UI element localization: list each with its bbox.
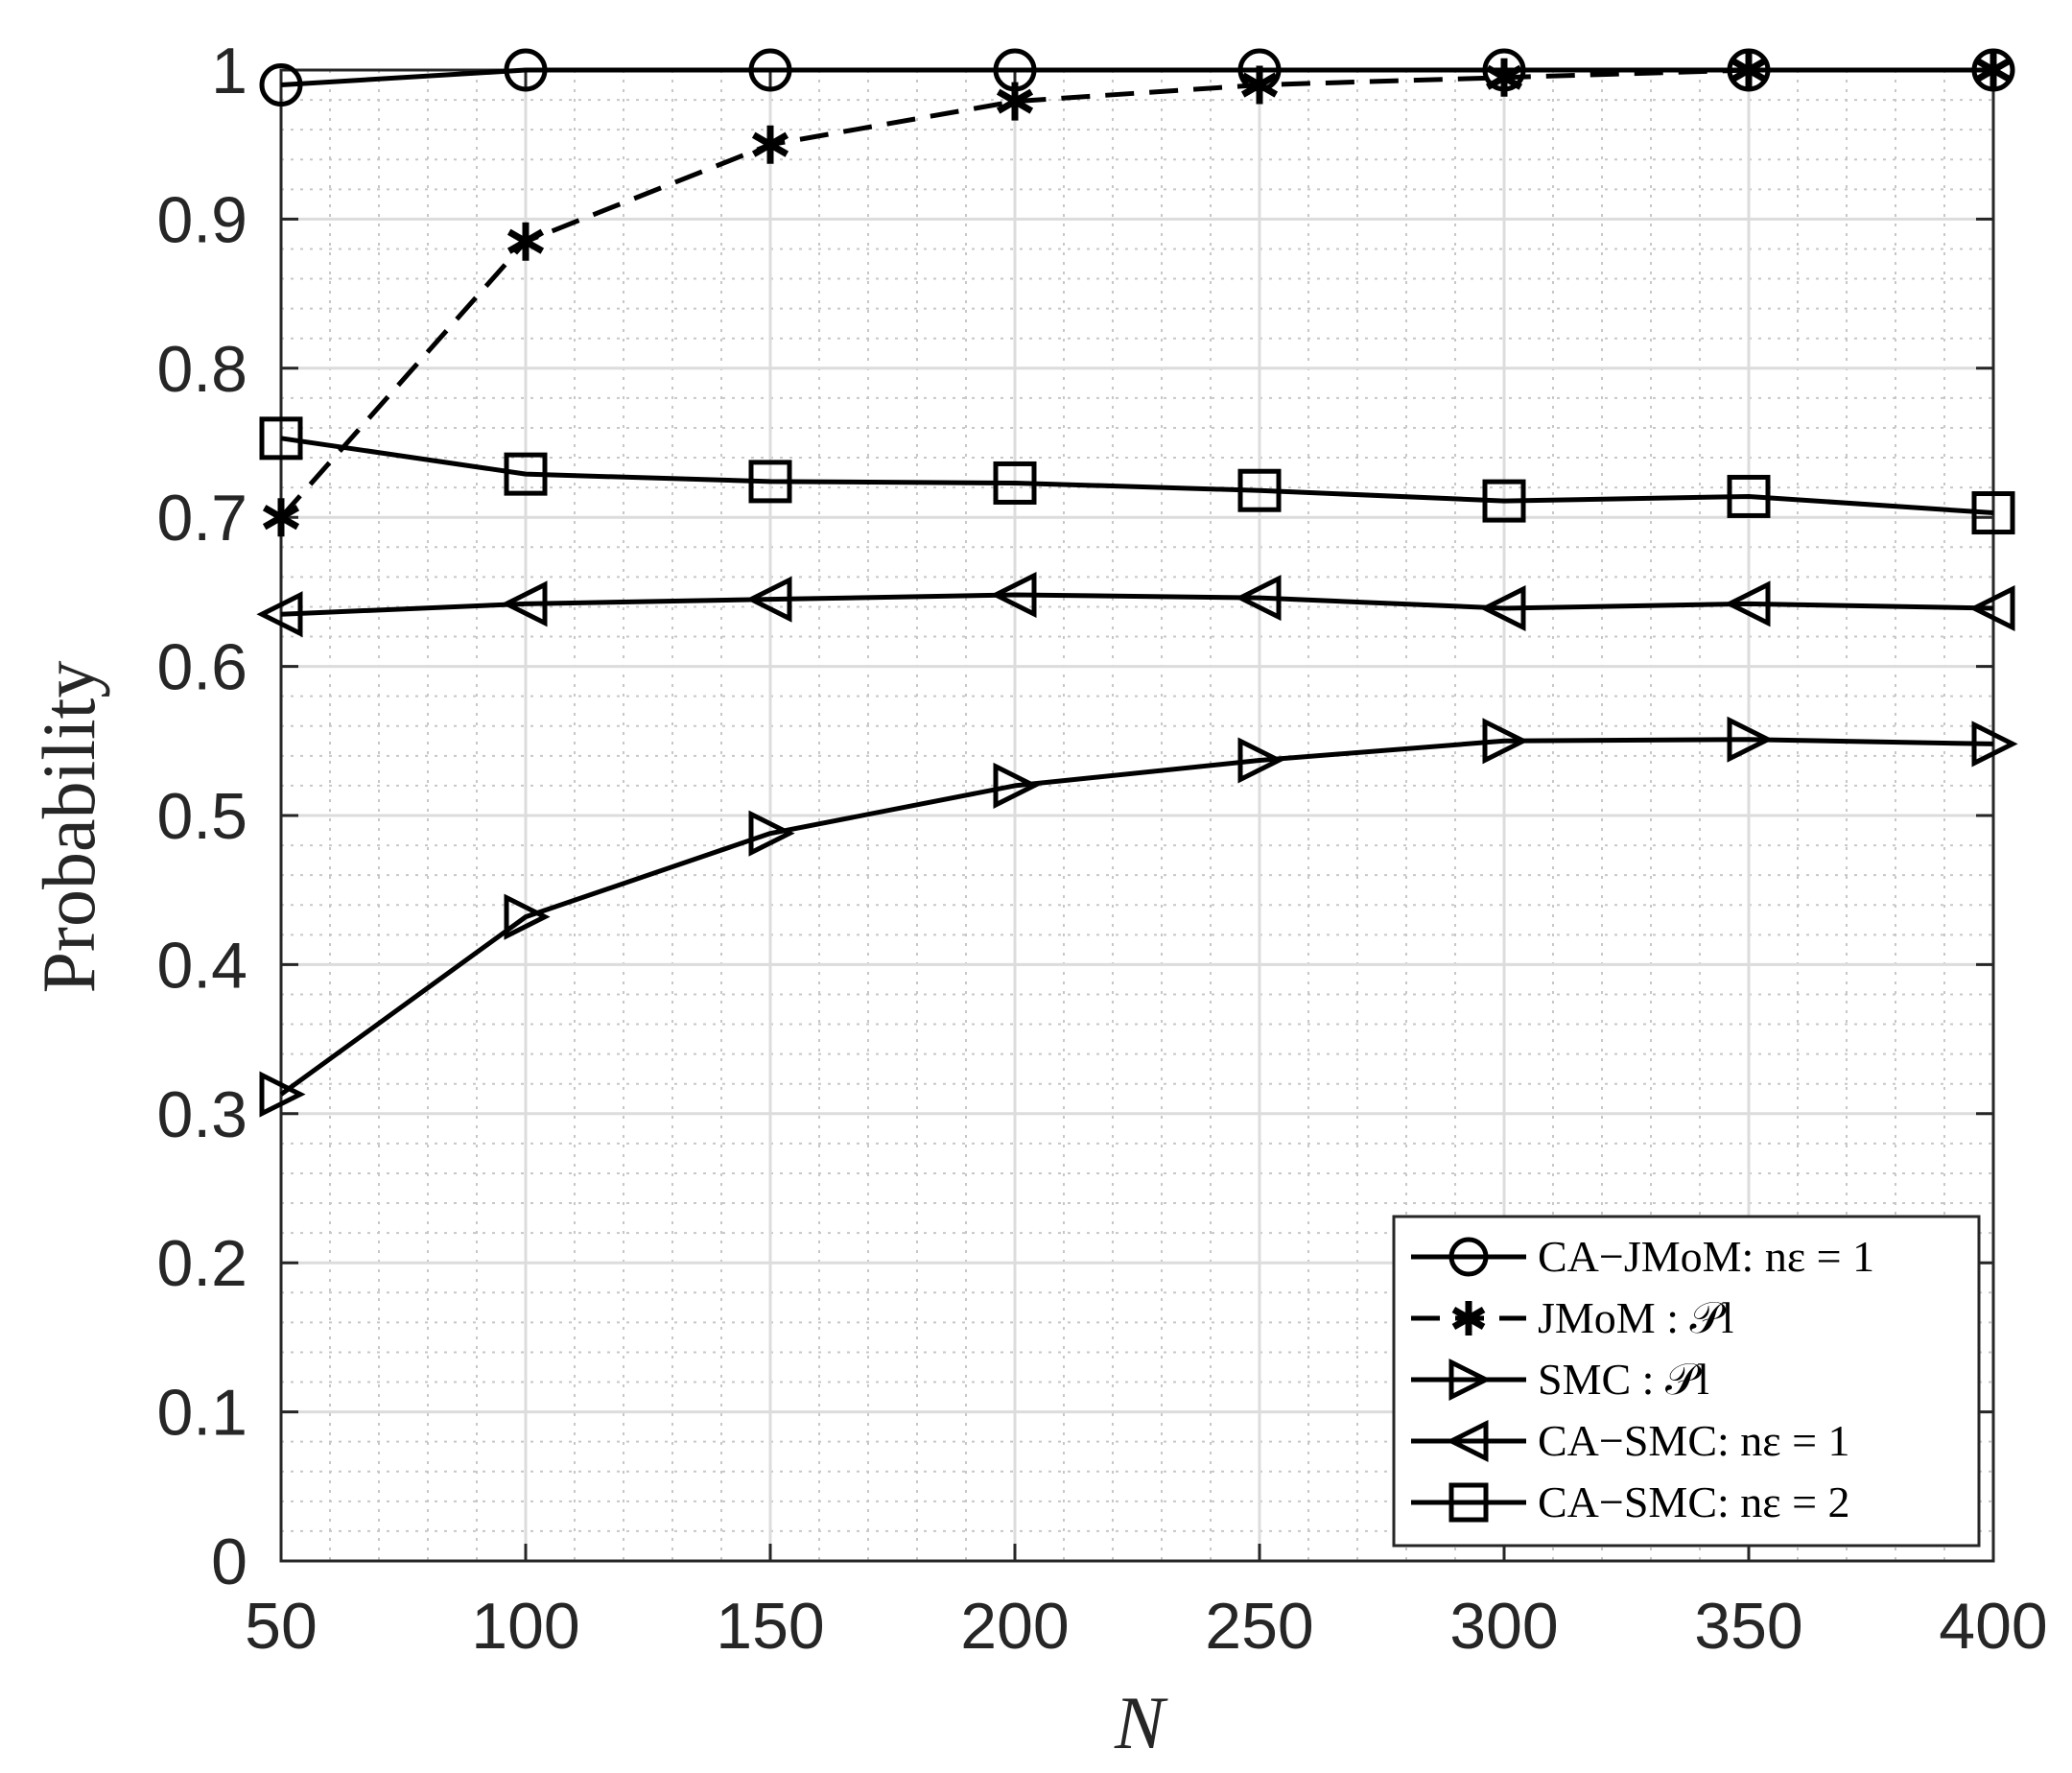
series-group [256, 48, 2018, 1118]
data-point-square [1727, 474, 1771, 518]
data-point-triangle-left [1235, 575, 1282, 622]
asterisk-stroke [1485, 64, 1523, 90]
y-tick-label: 0.9 [156, 183, 247, 256]
data-point-circle [504, 48, 548, 92]
x-tick-label: 300 [1449, 1590, 1558, 1663]
y-tick-label: 1 [211, 35, 247, 107]
y-tick-label: 0.8 [156, 333, 247, 406]
series-triangle-right [259, 716, 2018, 1118]
y-tick-label: 0.2 [156, 1227, 247, 1300]
asterisk-stroke [262, 505, 300, 531]
x-tick-label: 100 [471, 1590, 579, 1663]
series-line [280, 592, 1994, 617]
asterisk-stroke [1974, 57, 2013, 83]
legend-marker-square [1448, 1482, 1489, 1523]
data-point-triangle-right [504, 893, 551, 940]
axes: 50 100 150 200 250 300 350 400 0 0.1 0.2 0.3 0.4 0.5 0… [156, 35, 2047, 1663]
asterisk-stroke [506, 228, 545, 254]
data-point-circle [259, 63, 303, 107]
y-tick-label: 0 [211, 1525, 247, 1598]
data-point-square [1482, 479, 1526, 523]
asterisk-stroke [996, 88, 1034, 114]
data-point-triangle-right [993, 762, 1040, 809]
series-line [279, 67, 1993, 519]
data-point-asterisk [1730, 51, 1768, 89]
y-axis-label: Probability [27, 661, 110, 994]
data-point-square [748, 460, 792, 504]
y-tick-label: 0.1 [156, 1377, 247, 1450]
series-line [280, 436, 1994, 516]
data-point-asterisk [996, 82, 1034, 121]
data-point-triangle-right [748, 810, 795, 857]
data-point-triangle-left [1968, 584, 2015, 632]
data-point-asterisk [1485, 58, 1523, 97]
series-asterisk [262, 51, 2013, 537]
data-point-square [504, 452, 548, 496]
legend-entry-label: CA−SMC: nε = 2 [1538, 1478, 1850, 1526]
x-tick-label: 200 [960, 1590, 1069, 1663]
data-point-triangle-right [1237, 737, 1284, 784]
x-tick-label: 50 [245, 1590, 318, 1663]
y-tick-label: 0.6 [156, 631, 247, 704]
y-tick-label: 0.7 [156, 482, 247, 555]
legend-entry-label: JMoM : 𝒫l [1538, 1293, 1733, 1342]
data-point-asterisk [751, 125, 789, 164]
asterisk-stroke [1730, 57, 1768, 83]
series-square [259, 416, 2015, 535]
legend-marker-triangle-left [1446, 1419, 1489, 1463]
series-line [280, 67, 1993, 88]
x-tick-label: 400 [1939, 1590, 2047, 1663]
legend-entry-label: SMC : 𝒫l [1538, 1355, 1709, 1404]
x-tick-label: 150 [716, 1590, 824, 1663]
data-point-triangle-left [256, 591, 303, 638]
data-point-triangle-right [1971, 721, 2018, 768]
data-point-square [993, 461, 1037, 505]
asterisk-stroke [1240, 72, 1279, 98]
data-point-asterisk [262, 498, 300, 537]
data-point-triangle-right [259, 1071, 306, 1118]
data-point-square [259, 416, 303, 461]
data-point-triangle-right [1727, 716, 1774, 763]
y-tick-label: 0.4 [156, 929, 247, 1002]
data-point-triangle-left [745, 576, 792, 623]
data-point-triangle-left [990, 571, 1037, 619]
data-point-triangle-left [501, 580, 548, 627]
y-tick-label: 0.5 [156, 780, 247, 853]
series-triangle-left [256, 571, 2015, 638]
x-axis-label: N [1114, 1681, 1168, 1764]
data-point-square [1971, 491, 2015, 535]
x-tick-label: 250 [1205, 1590, 1313, 1663]
y-tick-label: 0.3 [156, 1078, 247, 1151]
legend-marker-circle [1448, 1237, 1489, 1277]
x-tick-label: 350 [1694, 1590, 1802, 1663]
data-point-asterisk [506, 222, 545, 261]
legend-marker-asterisk [1451, 1301, 1486, 1336]
asterisk-stroke [1451, 1306, 1486, 1331]
series-line [279, 737, 1994, 1097]
data-point-asterisk [1974, 51, 2013, 89]
asterisk-stroke [751, 131, 789, 157]
legend: CA−JMoM: nε = 1 JMoM : 𝒫l SMC : 𝒫l CA−SMC: … [1392, 1215, 1981, 1548]
data-point-asterisk [1240, 65, 1279, 105]
data-point-circle [748, 48, 792, 92]
data-point-triangle-left [1724, 580, 1771, 627]
data-point-triangle-right [1482, 718, 1529, 765]
legend-entry-label: CA−JMoM: nε = 1 [1538, 1232, 1874, 1281]
data-point-triangle-left [1479, 584, 1526, 632]
legend-marker-triangle-right [1448, 1358, 1492, 1402]
legend-entry-label: CA−SMC: nε = 1 [1538, 1416, 1850, 1465]
data-point-square [1237, 468, 1282, 512]
